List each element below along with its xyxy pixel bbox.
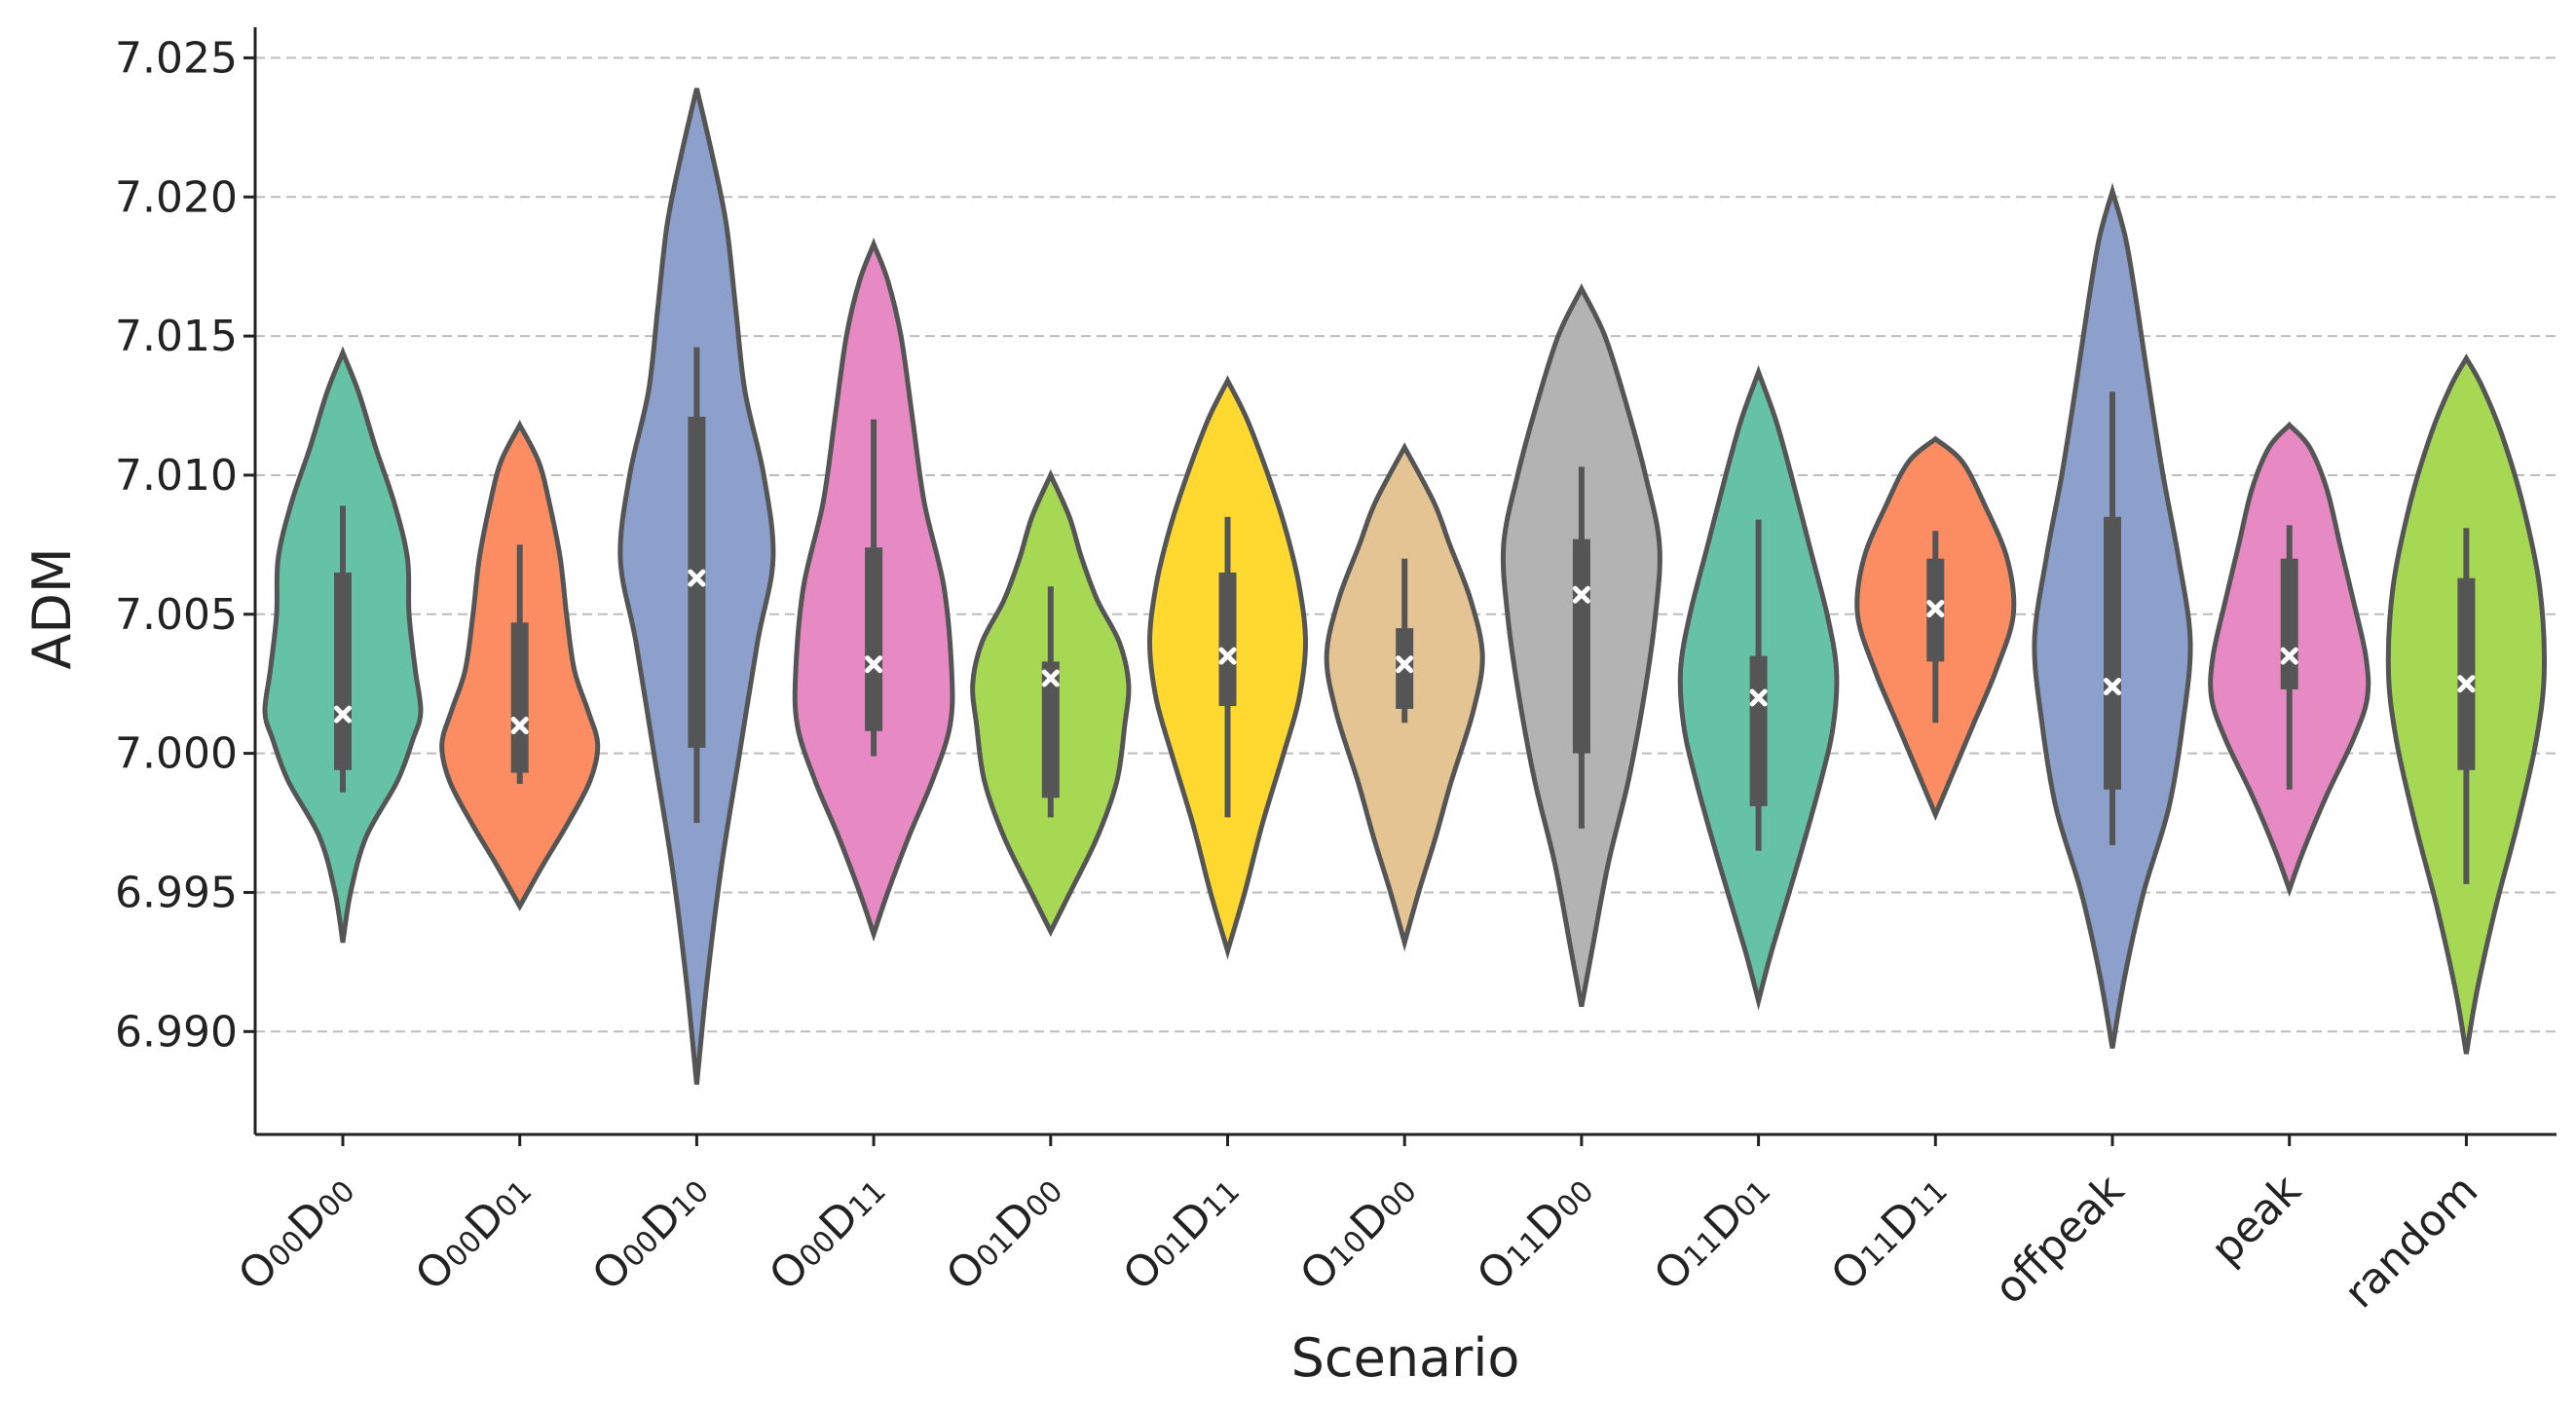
x-tick-label: O00D01	[406, 1166, 541, 1301]
violin-group-O01D00	[970, 468, 1132, 938]
y-tick-label: 7.000	[115, 729, 238, 779]
x-tick-label: random	[2334, 1166, 2487, 1319]
iqr-box-peak	[2280, 558, 2298, 689]
x-tick-label: O11D00	[1468, 1166, 1603, 1301]
y-ticks: 6.990 6.995 7.000 7.005 7.010 7.015 7.020 7.025	[115, 33, 255, 1057]
violin-group-O11D01	[1677, 364, 1840, 1011]
mean-marker-O01D00	[1041, 669, 1060, 687]
x-tick-label: O01D11	[1114, 1166, 1250, 1301]
x-tick-label: peak	[2201, 1165, 2310, 1274]
violin-group-O00D10	[617, 88, 776, 1085]
mean-marker-random	[2457, 675, 2476, 693]
mean-marker-O00D10	[688, 569, 706, 587]
violin-group-O00D11	[792, 237, 955, 943]
iqr-box-O11D00	[1572, 539, 1590, 754]
x-axis-title: Scenario	[1291, 1327, 1520, 1389]
violin-group-O10D00	[1324, 442, 1485, 952]
iqr-box-O10D00	[1396, 628, 1414, 709]
iqr-box-random	[2457, 577, 2476, 770]
iqr-box-O01D11	[1218, 572, 1237, 707]
x-tick-label: O01D00	[937, 1166, 1072, 1301]
violin-group-offpeak	[2032, 182, 2193, 1049]
x-tick-label: O10D00	[1290, 1166, 1426, 1301]
mean-marker-O11D00	[1572, 585, 1590, 604]
iqr-box-O00D11	[865, 547, 883, 731]
x-tick-label: O11D11	[1822, 1166, 1958, 1301]
iqr-box-O00D00	[334, 572, 352, 770]
violin-group-O01D11	[1146, 375, 1309, 960]
iqr-box-O00D10	[688, 416, 706, 748]
violin-group-O11D11	[1854, 435, 2017, 821]
mean-marker-O00D01	[510, 717, 529, 735]
y-tick-label: 7.025	[115, 33, 238, 83]
y-tick-label: 6.995	[115, 868, 238, 917]
x-ticks: O00D00 O00D01 O00D10 O00D11 O01D00 O01D11 O10D…	[229, 1134, 2487, 1318]
x-tick-label: offpeak	[1985, 1165, 2134, 1314]
iqr-box-O01D00	[1041, 661, 1060, 799]
iqr-box-O11D01	[1749, 655, 1768, 806]
violin-group-peak	[2208, 421, 2371, 898]
violin-group-random	[2385, 353, 2547, 1055]
mean-marker-peak	[2280, 647, 2298, 665]
mean-marker-offpeak	[2104, 678, 2121, 696]
violins	[262, 88, 2547, 1085]
x-tick-label: O00D10	[583, 1166, 719, 1301]
x-tick-label: O00D11	[760, 1166, 895, 1301]
mean-marker-O00D00	[334, 705, 352, 724]
mean-marker-O00D11	[865, 655, 883, 674]
y-tick-label: 7.010	[115, 451, 238, 501]
y-tick-label: 6.990	[115, 1007, 238, 1057]
violin-group-O11D00	[1500, 282, 1662, 1008]
violin-group-O00D00	[262, 346, 424, 944]
violin-group-O00D01	[439, 420, 601, 911]
iqr-box-offpeak	[2104, 516, 2121, 790]
x-tick-label: O11D01	[1645, 1166, 1780, 1301]
mean-marker-O11D11	[1926, 600, 1945, 618]
mean-marker-O10D00	[1396, 655, 1414, 674]
mean-marker-O11D01	[1749, 688, 1768, 707]
y-axis-title: ADM	[21, 547, 83, 669]
y-tick-label: 7.020	[115, 172, 238, 222]
iqr-box-O00D01	[510, 622, 529, 773]
x-tick-label: O00D00	[229, 1166, 364, 1301]
mean-marker-O01D11	[1218, 647, 1237, 665]
y-tick-label: 7.005	[115, 590, 238, 640]
y-tick-label: 7.015	[115, 312, 238, 361]
